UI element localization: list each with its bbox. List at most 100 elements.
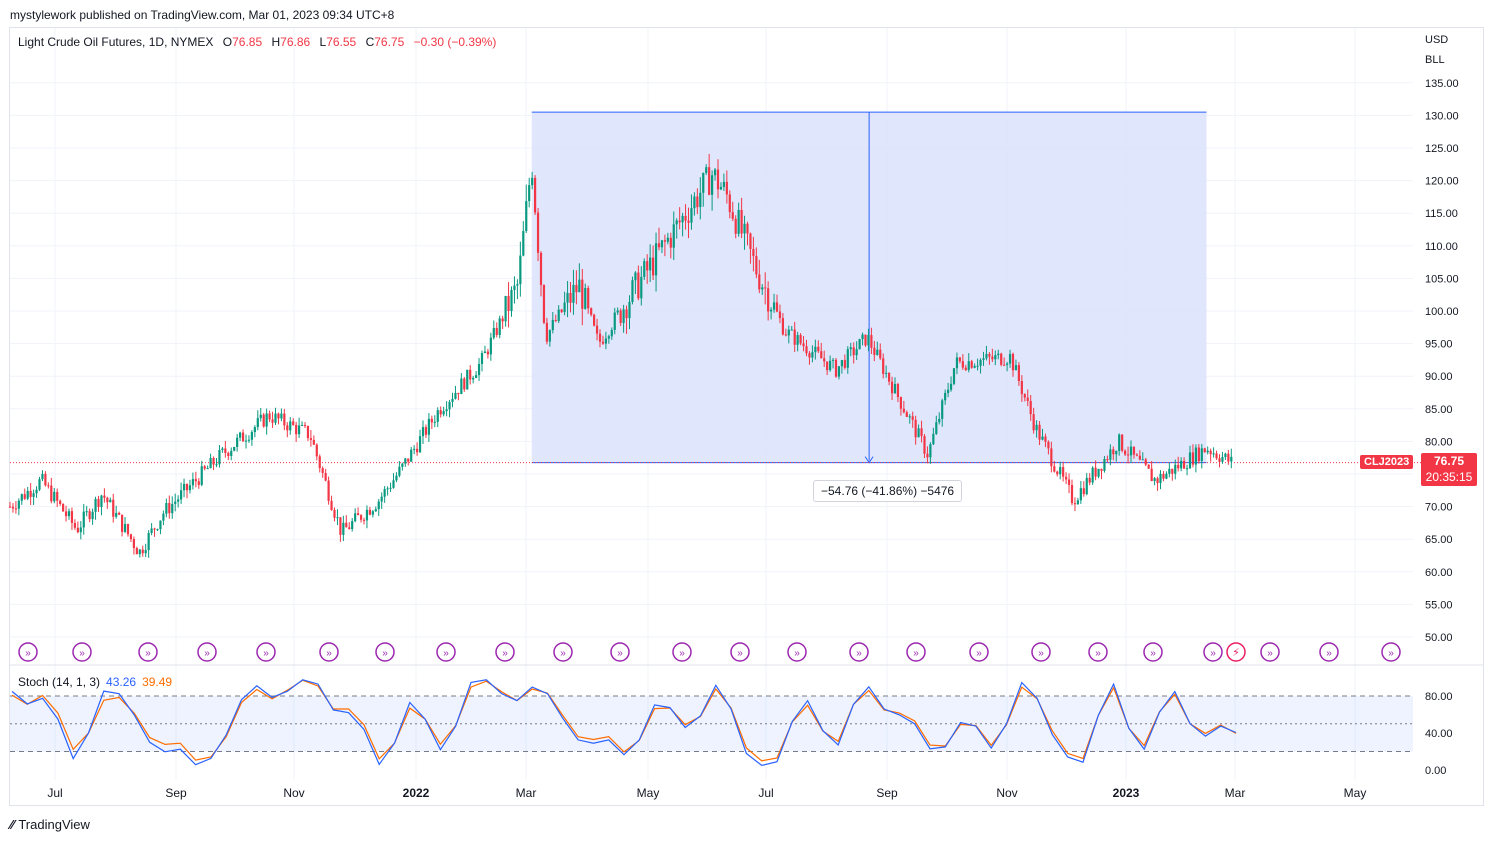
candle-body: [814, 346, 817, 353]
dividend-event-icon[interactable]: [672, 642, 692, 662]
candle-body: [250, 432, 253, 440]
candle-body: [11, 506, 15, 509]
candle-body: [873, 347, 876, 355]
candle-body: [1059, 467, 1062, 475]
dividend-event-icon[interactable]: [319, 642, 339, 662]
candle-body: [129, 534, 133, 540]
dividend-event-icon[interactable]: [1143, 642, 1163, 662]
y-tick-label: 95.00: [1425, 339, 1453, 351]
candle-body: [1044, 436, 1047, 442]
candle-body: [79, 527, 82, 533]
dividend-event-icon[interactable]: [610, 642, 630, 662]
low-label: L: [319, 35, 327, 49]
candle-body: [914, 419, 917, 438]
dividend-event-icon[interactable]: [1319, 642, 1339, 662]
stoch-k-line: [11, 679, 1237, 767]
candle-body: [861, 334, 864, 340]
candle-body: [713, 169, 717, 176]
candle-body: [787, 329, 790, 336]
candle-body: [781, 318, 784, 335]
candle-body: [625, 309, 628, 319]
candle-body: [1029, 400, 1032, 415]
dividend-event-icon[interactable]: [256, 642, 276, 662]
candle-body: [324, 472, 327, 481]
dividend-event-icon[interactable]: [18, 642, 38, 662]
candle-body: [206, 468, 209, 470]
candle-body: [1008, 353, 1012, 364]
dividend-event-icon[interactable]: [495, 642, 515, 662]
dividend-event-icon[interactable]: [849, 642, 869, 662]
candle-body: [775, 302, 779, 312]
dividend-event-icon[interactable]: [1088, 642, 1108, 662]
candle-body: [961, 361, 964, 368]
candle-body: [719, 186, 723, 190]
dividend-event-icon[interactable]: [787, 642, 807, 662]
dividend-event-icon[interactable]: [1260, 642, 1280, 662]
candle-body: [345, 522, 348, 528]
candle-body: [227, 452, 230, 456]
dividend-event-icon[interactable]: [375, 642, 395, 662]
dividend-event-icon[interactable]: [969, 642, 989, 662]
candle-body: [312, 439, 315, 445]
dividend-event-icon[interactable]: [553, 642, 573, 662]
candle-body: [947, 389, 950, 393]
dividend-event-icon[interactable]: [138, 642, 158, 662]
candle-body: [44, 473, 47, 486]
candle-body: [448, 401, 451, 410]
candle-body: [1215, 453, 1218, 459]
dividend-event-icon[interactable]: [436, 642, 456, 662]
candle-body: [1000, 353, 1003, 365]
x-tick-label: Nov: [283, 786, 304, 800]
dividend-event-icon[interactable]: [72, 642, 92, 662]
candle-body: [557, 309, 560, 321]
candle-body: [770, 309, 773, 312]
measure-label: −54.76 (−41.86%) −5476: [813, 480, 963, 502]
x-tick-label: Jul: [47, 786, 62, 800]
candle-body: [123, 524, 127, 532]
candle-body: [563, 302, 566, 313]
event-arrow-glyph: »: [794, 648, 800, 659]
candle-body: [829, 360, 832, 371]
dividend-event-icon[interactable]: [1031, 642, 1051, 662]
candle-body: [321, 468, 324, 473]
candle-body: [1073, 503, 1077, 505]
candle-body: [932, 433, 935, 445]
candle-body: [1153, 478, 1156, 482]
candle-body: [755, 256, 758, 275]
candle-body: [867, 335, 870, 346]
event-arrow-glyph: »: [502, 648, 508, 659]
footer-brand[interactable]: ⁄⁄ TradingView: [10, 817, 90, 832]
candle-body: [896, 384, 900, 398]
event-arrow-glyph: »: [1326, 648, 1332, 659]
candle-body: [879, 349, 882, 359]
candle-body: [1212, 453, 1215, 455]
candle-body: [905, 412, 908, 417]
candle-body: [607, 336, 610, 339]
candle-body: [26, 490, 29, 499]
candle-body: [572, 284, 575, 303]
candle-body: [253, 427, 256, 433]
dividend-event-icon[interactable]: [1381, 642, 1401, 662]
dividend-event-icon[interactable]: [730, 642, 750, 662]
candle-body: [1062, 467, 1065, 477]
candle-body: [442, 411, 445, 415]
candle-body: [598, 333, 602, 342]
candle-body: [41, 473, 44, 480]
dividend-event-icon[interactable]: [1203, 642, 1223, 662]
open-value: 76.85: [232, 35, 263, 49]
flash-event-icon[interactable]: [1226, 642, 1246, 662]
candle-body: [539, 252, 543, 285]
candle-body: [672, 224, 675, 248]
dividend-event-icon[interactable]: [906, 642, 926, 662]
candle-body: [460, 378, 463, 395]
candle-body: [241, 432, 245, 442]
candle-body: [445, 409, 448, 412]
candle-body: [424, 427, 428, 435]
candle-body: [997, 353, 1000, 356]
candle-body: [180, 490, 183, 500]
candle-body: [1126, 454, 1130, 456]
measure-arrow-head: [864, 456, 874, 464]
dividend-event-icon[interactable]: [197, 642, 217, 662]
candle-body: [610, 329, 613, 337]
